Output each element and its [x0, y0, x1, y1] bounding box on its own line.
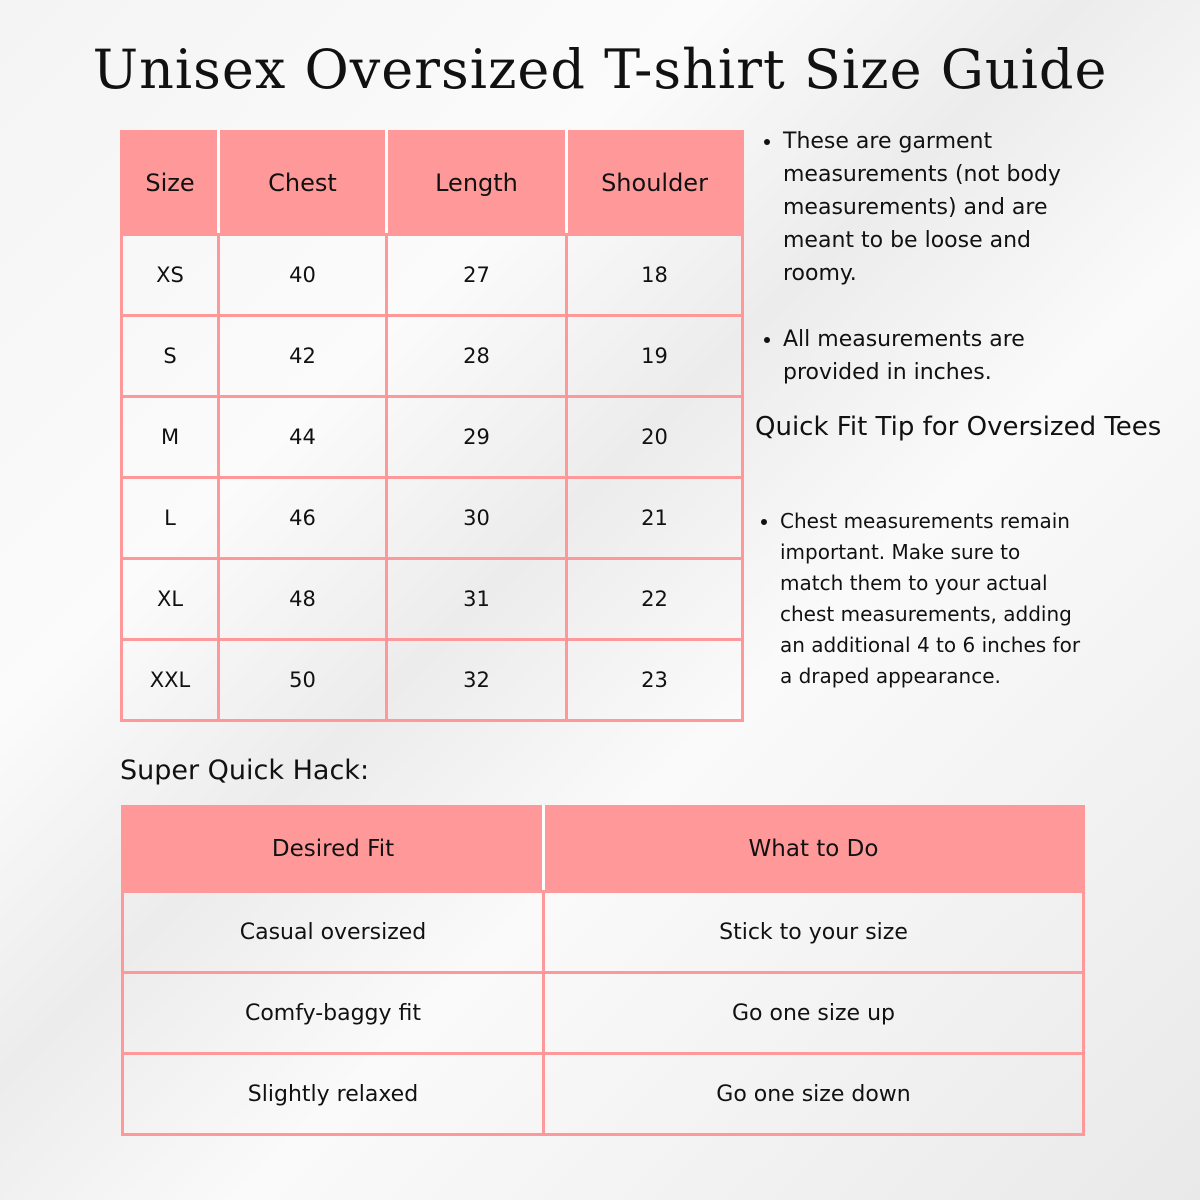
notes: These are garment measurements (not body…	[760, 125, 1070, 422]
table-row: L 46 30 21	[120, 476, 744, 560]
table-cell: L	[120, 476, 220, 560]
table-cell: 18	[565, 233, 744, 317]
table-cell: 21	[565, 476, 744, 560]
table-cell: 22	[565, 557, 744, 641]
table-cell: 40	[217, 233, 388, 317]
note-item: These are garment measurements (not body…	[783, 125, 1070, 290]
note-item: All measurements are provided in inches.	[783, 323, 1070, 389]
table-row: XS 40 27 18	[120, 233, 744, 317]
table-row: M 44 29 20	[120, 395, 744, 479]
header-shoulder: Shoulder	[565, 130, 744, 236]
table-cell: 27	[385, 233, 568, 317]
table-cell: XL	[120, 557, 220, 641]
page-title: Unisex Oversized T-shirt Size Guide	[92, 38, 1108, 101]
table-row: XXL 50 32 23	[120, 638, 744, 722]
header-size: Size	[120, 130, 220, 236]
table-cell: Go one size down	[542, 1052, 1085, 1136]
table-cell: 50	[217, 638, 388, 722]
table-cell: Comfy-baggy fit	[121, 971, 545, 1055]
table-cell: 20	[565, 395, 744, 479]
header-what-to-do: What to Do	[542, 805, 1085, 893]
table-cell: 48	[217, 557, 388, 641]
table-cell: Slightly relaxed	[121, 1052, 545, 1136]
hack-table: Desired Fit What to Do Casual oversized S…	[121, 805, 1085, 1136]
table-cell: XS	[120, 233, 220, 317]
header-desired-fit: Desired Fit	[121, 805, 545, 893]
table-row: Comfy-baggy fit Go one size up	[121, 971, 1085, 1055]
table-cell: XXL	[120, 638, 220, 722]
tip-text: Chest measurements remain important. Mak…	[780, 506, 1088, 692]
table-cell: 42	[217, 314, 388, 398]
table-row: Slightly relaxed Go one size down	[121, 1052, 1085, 1136]
table-cell: 44	[217, 395, 388, 479]
table-cell: Go one size up	[542, 971, 1085, 1055]
table-cell: Casual oversized	[121, 890, 545, 974]
table-cell: 46	[217, 476, 388, 560]
table-cell: S	[120, 314, 220, 398]
table-cell: 32	[385, 638, 568, 722]
table-row: Casual oversized Stick to your size	[121, 890, 1085, 974]
table-row: S 42 28 19	[120, 314, 744, 398]
table-cell: 31	[385, 557, 568, 641]
table-cell: 19	[565, 314, 744, 398]
header-length: Length	[385, 130, 568, 236]
size-table: Size Chest Length Shoulder XS 40 27 18 S 42 28…	[120, 130, 744, 722]
tip-title: Quick Fit Tip for Oversized Tees	[755, 412, 1162, 442]
table-cell: Stick to your size	[542, 890, 1085, 974]
table-cell: 30	[385, 476, 568, 560]
table-cell: 28	[385, 314, 568, 398]
hack-title: Super Quick Hack:	[120, 755, 370, 786]
header-chest: Chest	[217, 130, 388, 236]
table-cell: 23	[565, 638, 744, 722]
table-row: XL 48 31 22	[120, 557, 744, 641]
table-cell: M	[120, 395, 220, 479]
tip: Chest measurements remain important. Mak…	[758, 506, 1088, 692]
table-cell: 29	[385, 395, 568, 479]
